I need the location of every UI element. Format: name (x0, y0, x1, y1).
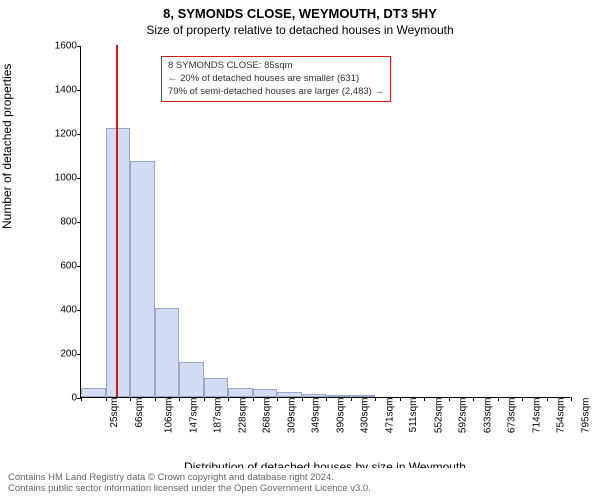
footer: Contains HM Land Registry data © Crown c… (0, 468, 600, 500)
x-tick-label: 349sqm (311, 398, 322, 434)
x-tick-label: 66sqm (134, 398, 145, 428)
x-tick-mark (547, 397, 548, 401)
x-tick-mark (81, 397, 82, 401)
x-tick-mark (106, 397, 107, 401)
y-tick-label: 1600 (51, 41, 77, 52)
y-axis-label: Number of detached properties (0, 64, 14, 229)
x-tick-mark (424, 397, 425, 401)
histogram-bar (106, 128, 131, 398)
histogram-bar (179, 362, 204, 397)
x-tick-mark (228, 397, 229, 401)
histogram-bar (155, 308, 180, 397)
x-tick-mark (155, 397, 156, 401)
y-tick-label: 1400 (51, 85, 77, 96)
histogram-bar (204, 378, 229, 397)
x-tick-label: 430sqm (360, 398, 371, 434)
y-tick-mark (77, 134, 81, 135)
y-tick-mark (77, 222, 81, 223)
x-tick-label: 754sqm (556, 398, 567, 434)
y-tick-label: 1200 (51, 129, 77, 140)
y-tick-label: 0 (51, 393, 77, 404)
x-tick-label: 633sqm (482, 398, 493, 434)
y-tick-mark (77, 178, 81, 179)
reference-line (116, 45, 118, 397)
y-tick-label: 800 (51, 217, 77, 228)
footer-line: Contains HM Land Registry data © Crown c… (8, 472, 592, 483)
annotation-line: 79% of semi-detached houses are larger (… (168, 86, 384, 99)
x-tick-label: 147sqm (188, 398, 199, 434)
x-tick-label: 106sqm (164, 398, 175, 434)
y-tick-mark (77, 90, 81, 91)
annotation-line: ← 20% of detached houses are smaller (63… (168, 73, 384, 86)
x-tick-label: 592sqm (458, 398, 469, 434)
histogram-bar (228, 388, 253, 397)
x-tick-label: 795sqm (580, 398, 591, 434)
x-tick-label: 268sqm (262, 398, 273, 434)
x-tick-mark (204, 397, 205, 401)
x-tick-mark (571, 397, 572, 401)
x-tick-label: 25sqm (109, 398, 120, 428)
x-tick-label: 471sqm (384, 398, 395, 434)
x-tick-label: 390sqm (335, 398, 346, 434)
plot-area: 0200400600800100012001400160025sqm66sqm1… (80, 46, 570, 398)
annotation-line: 8 SYMONDS CLOSE: 85sqm (168, 60, 384, 73)
page-subtitle: Size of property relative to detached ho… (0, 21, 600, 41)
y-tick-label: 600 (51, 261, 77, 272)
chart-container: Number of detached properties 0200400600… (50, 46, 570, 428)
x-tick-mark (326, 397, 327, 401)
histogram-bar (302, 394, 327, 397)
histogram-bar (277, 392, 302, 398)
histogram-bar (351, 395, 376, 397)
y-tick-mark (77, 46, 81, 47)
x-tick-mark (400, 397, 401, 401)
x-tick-mark (522, 397, 523, 401)
x-tick-mark (498, 397, 499, 401)
x-tick-mark (351, 397, 352, 401)
x-tick-mark (449, 397, 450, 401)
x-tick-mark (130, 397, 131, 401)
y-tick-label: 400 (51, 305, 77, 316)
x-tick-mark (302, 397, 303, 401)
x-tick-mark (253, 397, 254, 401)
y-tick-mark (77, 354, 81, 355)
x-tick-label: 309sqm (286, 398, 297, 434)
x-tick-label: 673sqm (507, 398, 518, 434)
histogram-bar (326, 395, 351, 397)
histogram-bar (253, 389, 278, 397)
page-title: 8, SYMONDS CLOSE, WEYMOUTH, DT3 5HY (0, 0, 600, 21)
x-tick-mark (277, 397, 278, 401)
x-tick-label: 511sqm (408, 398, 419, 433)
x-tick-label: 714sqm (531, 398, 542, 434)
y-tick-mark (77, 266, 81, 267)
x-tick-label: 228sqm (237, 398, 248, 434)
y-tick-label: 1000 (51, 173, 77, 184)
x-tick-mark (179, 397, 180, 401)
footer-line: Contains public sector information licen… (8, 483, 592, 494)
x-tick-label: 552sqm (433, 398, 444, 434)
x-tick-mark (473, 397, 474, 401)
y-tick-label: 200 (51, 349, 77, 360)
histogram-bar (130, 161, 155, 398)
y-tick-mark (77, 310, 81, 311)
histogram-bar (81, 388, 106, 397)
x-tick-label: 187sqm (213, 398, 224, 434)
x-tick-mark (375, 397, 376, 401)
annotation-box: 8 SYMONDS CLOSE: 85sqm ← 20% of detached… (161, 56, 391, 102)
